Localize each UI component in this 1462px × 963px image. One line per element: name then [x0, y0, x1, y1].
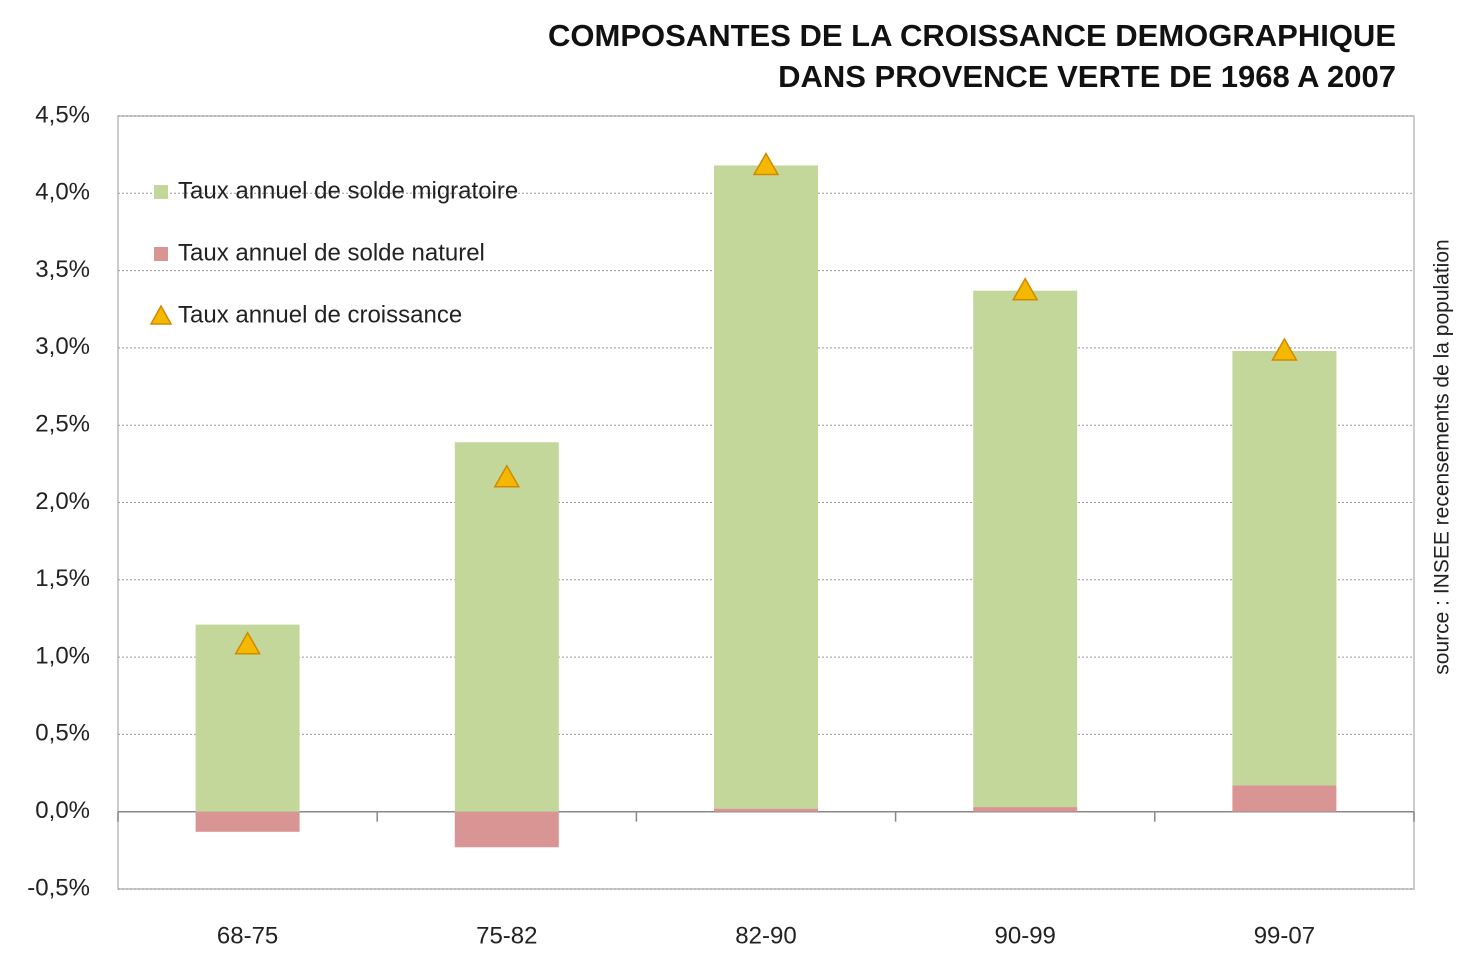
legend-label: Taux annuel de solde naturel	[178, 239, 485, 266]
bar-segment	[1232, 785, 1337, 812]
y-tick-label: 4,0%	[35, 179, 90, 206]
x-tick-label: 82-90	[735, 922, 796, 949]
y-tick-label: 0,0%	[35, 797, 90, 824]
y-tick-label: 1,0%	[35, 642, 90, 669]
legend-label: Taux annuel de solde migratoire	[178, 177, 518, 204]
y-tick-label: 1,5%	[35, 565, 90, 592]
bar-segment	[714, 808, 818, 812]
y-tick-label: 2,5%	[35, 411, 90, 438]
growth-marker	[1271, 337, 1298, 361]
bar-segment	[454, 811, 559, 848]
bar-segment	[195, 811, 300, 832]
x-tick-label: 90-99	[995, 922, 1056, 949]
growth-marker	[1011, 277, 1039, 301]
legend-label: Taux annuel de croissance	[178, 301, 462, 328]
bar-segment	[973, 290, 1078, 808]
y-tick-label: 2,0%	[35, 488, 90, 515]
growth-marker	[234, 631, 261, 655]
bar-segment	[454, 442, 559, 812]
y-tick-label: 0,5%	[35, 720, 90, 747]
legend-swatch	[154, 185, 168, 199]
bar-segment	[195, 624, 300, 812]
y-tick-label: 3,0%	[35, 333, 90, 360]
source-note: source : INSEE recensements de la popula…	[1431, 239, 1454, 674]
bar-segment	[714, 165, 818, 809]
bar-segment	[973, 807, 1078, 812]
legend-swatch	[154, 247, 168, 261]
chart-title: DANS PROVENCE VERTE DE 1968 A 2007	[778, 59, 1396, 94]
x-tick-label: 75-82	[476, 922, 537, 949]
y-tick-label: -0,5%	[27, 874, 90, 901]
x-tick-label: 99-07	[1254, 922, 1315, 949]
legend-marker	[149, 304, 173, 325]
x-tick-label: 68-75	[217, 922, 278, 949]
y-tick-label: 4,5%	[35, 101, 90, 128]
growth-marker	[493, 464, 521, 488]
y-tick-label: 3,5%	[35, 256, 90, 283]
growth-marker	[752, 151, 780, 176]
chart-title: COMPOSANTES DE LA CROISSANCE DEMOGRAPHIQ…	[548, 18, 1396, 53]
bar-segment	[1232, 350, 1337, 786]
